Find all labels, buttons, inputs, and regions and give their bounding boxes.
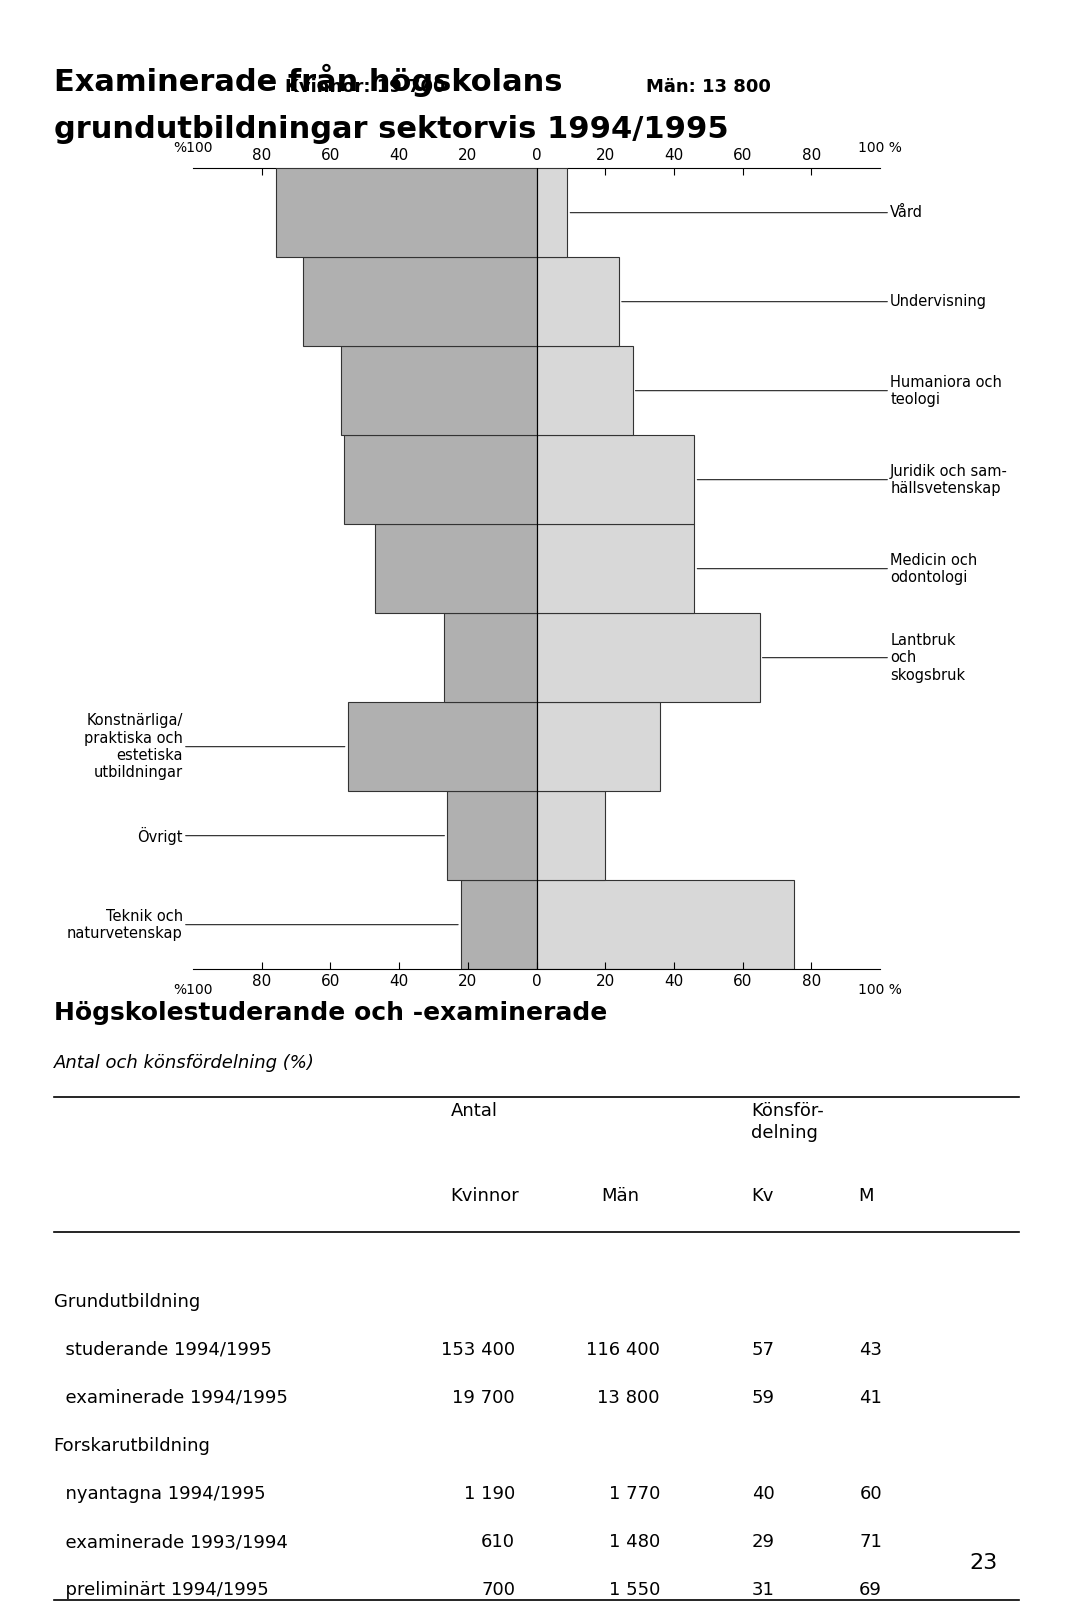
Bar — [536, 258, 619, 346]
Text: Forskarutbildning: Forskarutbildning — [54, 1437, 210, 1455]
Text: Humaniora och
teologi: Humaniora och teologi — [635, 375, 1002, 407]
Bar — [536, 702, 660, 791]
Text: examinerade 1994/1995: examinerade 1994/1995 — [54, 1389, 288, 1407]
Text: Teknik och
naturvetenskap: Teknik och naturvetenskap — [68, 908, 458, 940]
Bar — [348, 702, 536, 791]
Bar — [303, 258, 536, 346]
Text: examinerade 1993/1994: examinerade 1993/1994 — [54, 1533, 288, 1551]
Text: 610: 610 — [481, 1533, 515, 1551]
Bar — [447, 791, 536, 879]
Text: 1 480: 1 480 — [608, 1533, 660, 1551]
Text: grundutbildningar sektorvis 1994/1995: grundutbildningar sektorvis 1994/1995 — [54, 115, 729, 144]
Text: Könsför-
delning: Könsför- delning — [751, 1102, 824, 1142]
Text: Högskolestuderande och -examinerade: Högskolestuderande och -examinerade — [54, 1001, 607, 1025]
Bar — [536, 791, 605, 879]
Text: Kv: Kv — [751, 1187, 774, 1205]
Text: Undervisning: Undervisning — [621, 295, 987, 309]
Text: Antal: Antal — [451, 1102, 498, 1120]
Text: Kvinnor: 19 700: Kvinnor: 19 700 — [284, 78, 445, 96]
Text: 40: 40 — [752, 1485, 775, 1503]
Text: 59: 59 — [752, 1389, 775, 1407]
Bar — [536, 524, 694, 614]
Text: nyantagna 1994/1995: nyantagna 1994/1995 — [54, 1485, 265, 1503]
Text: 60: 60 — [859, 1485, 882, 1503]
Text: Lantbruk
och
skogsbruk: Lantbruk och skogsbruk — [763, 633, 966, 682]
Text: 23: 23 — [970, 1554, 998, 1573]
Bar — [536, 346, 633, 436]
Text: Medicin och
odontologi: Medicin och odontologi — [697, 553, 978, 585]
Text: 153 400: 153 400 — [441, 1341, 515, 1358]
Text: Män: Män — [601, 1187, 638, 1205]
Text: 29: 29 — [752, 1533, 775, 1551]
Text: Vård: Vård — [570, 205, 923, 219]
Text: preliminärt 1994/1995: preliminärt 1994/1995 — [54, 1581, 268, 1599]
Text: 41: 41 — [859, 1389, 882, 1407]
Text: 1 190: 1 190 — [464, 1485, 515, 1503]
Text: studerande 1994/1995: studerande 1994/1995 — [54, 1341, 271, 1358]
Bar — [276, 168, 536, 258]
Bar — [461, 879, 536, 969]
Text: 100 %: 100 % — [858, 141, 901, 155]
Text: 116 400: 116 400 — [586, 1341, 660, 1358]
Bar — [376, 524, 536, 614]
Bar — [344, 436, 536, 524]
Text: Män: 13 800: Män: 13 800 — [646, 78, 770, 96]
Text: 100 %: 100 % — [858, 982, 901, 996]
Text: Examinerade från högskolans: Examinerade från högskolans — [54, 64, 562, 98]
Text: Kvinnor: Kvinnor — [451, 1187, 519, 1205]
Text: 57: 57 — [752, 1341, 775, 1358]
Bar — [536, 614, 760, 702]
Text: Övrigt: Övrigt — [137, 827, 444, 844]
Text: 69: 69 — [859, 1581, 882, 1599]
Text: M: M — [858, 1187, 873, 1205]
Text: 19 700: 19 700 — [453, 1389, 515, 1407]
Text: 13 800: 13 800 — [598, 1389, 660, 1407]
Bar — [341, 346, 536, 436]
Text: 700: 700 — [481, 1581, 515, 1599]
Text: 1 550: 1 550 — [608, 1581, 660, 1599]
Text: 43: 43 — [859, 1341, 882, 1358]
Text: Konstnärliga/
praktiska och
estetiska
utbildningar: Konstnärliga/ praktiska och estetiska ut… — [84, 713, 344, 780]
Text: %100: %100 — [174, 141, 212, 155]
Text: Juridik och sam-
hällsvetenskap: Juridik och sam- hällsvetenskap — [697, 463, 1008, 497]
Bar — [536, 436, 694, 524]
Text: Antal och könsfördelning (%): Antal och könsfördelning (%) — [54, 1054, 314, 1072]
Text: %100: %100 — [174, 982, 212, 996]
Bar — [536, 168, 568, 258]
Text: 1 770: 1 770 — [608, 1485, 660, 1503]
Bar — [536, 879, 794, 969]
Text: 71: 71 — [859, 1533, 882, 1551]
Text: 31: 31 — [752, 1581, 775, 1599]
Bar — [444, 614, 536, 702]
Text: Grundutbildning: Grundutbildning — [54, 1293, 200, 1310]
